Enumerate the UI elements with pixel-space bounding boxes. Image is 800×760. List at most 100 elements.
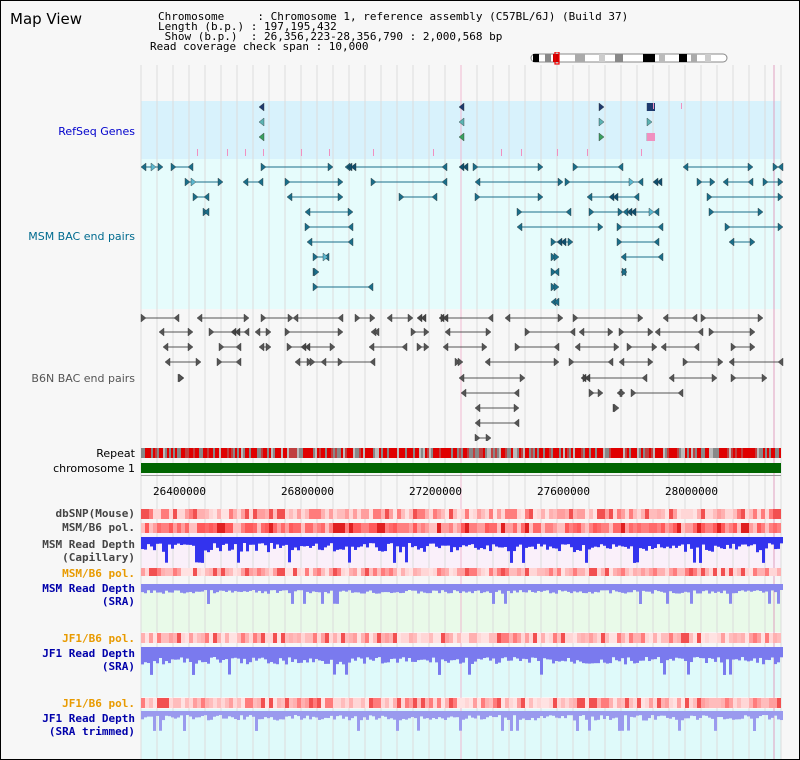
jf1-pol-cell xyxy=(393,698,397,708)
feature-arrow xyxy=(598,117,605,127)
repeat-segment xyxy=(337,448,339,458)
feature-arrow xyxy=(284,327,291,337)
jf1-sra-depth-bar xyxy=(693,647,696,658)
feature-arrow xyxy=(313,267,320,277)
jf1-pol-cell xyxy=(533,698,537,708)
jf1-pol-cell xyxy=(593,698,597,708)
jf1-pol-cell xyxy=(305,698,309,708)
jf1-sra-depth-bar xyxy=(678,647,681,659)
jf1-sra-depth-bar xyxy=(486,647,489,658)
jf1-pol-cell xyxy=(589,633,593,643)
jf1-trim-depth-bar xyxy=(390,711,393,719)
gene-tick xyxy=(245,149,246,156)
msm-pol-cell xyxy=(409,523,413,533)
repeat-segment xyxy=(617,448,619,458)
chromosome-bar[interactable] xyxy=(141,463,781,473)
msm-pol-cell xyxy=(333,568,337,576)
msm-pol-cell xyxy=(765,523,769,533)
feature-arrow xyxy=(458,373,465,383)
repeat-segment xyxy=(367,448,369,458)
jf1-pol-cell xyxy=(361,698,365,708)
repeat-segment xyxy=(249,448,251,458)
repeat-segment xyxy=(157,448,159,458)
msm-cap-depth-bar xyxy=(294,537,297,548)
msm-pol-cell xyxy=(737,568,741,576)
msm-cap-depth-bar xyxy=(759,537,762,551)
jf1-pol-cell xyxy=(757,698,761,708)
jf1-pol-cell xyxy=(245,633,249,643)
feature-arrow xyxy=(647,357,654,367)
msm-cap-depth-bar xyxy=(669,537,672,549)
msm-sra-depth-bar xyxy=(729,584,732,604)
jf1-sra-depth-bar xyxy=(318,647,321,661)
jf1-sra-depth-bar xyxy=(165,647,168,662)
jf1-trim-depth-bar xyxy=(300,711,303,720)
msm-sra-depth-bar xyxy=(450,584,453,594)
jf1-sra-depth-bar xyxy=(402,647,405,658)
jf1-pol-cell xyxy=(733,698,737,708)
dbsnp-cell xyxy=(277,509,281,519)
jf1-pol-cell xyxy=(425,633,429,643)
jf1-sra-depth-bar xyxy=(477,647,480,659)
repeat-segment xyxy=(147,448,149,458)
repeat-segment xyxy=(235,448,237,458)
feature-glyphs[interactable] xyxy=(1,1,799,441)
repeat-track[interactable] xyxy=(141,448,782,458)
chromosome-ideogram[interactable] xyxy=(529,52,731,66)
repeat-segment xyxy=(463,448,465,458)
msm-pol-cell xyxy=(449,523,453,533)
jf1-trim-depth-bar xyxy=(462,711,465,720)
jf1-trim-depth-bar xyxy=(396,711,399,731)
jf1-pol-cell xyxy=(677,633,681,643)
dbsnp-cell xyxy=(333,509,337,519)
dbsnp-cell xyxy=(449,509,453,519)
repeat-segment xyxy=(285,448,287,458)
jf1-sra-depth-bar xyxy=(438,647,441,675)
repeat-segment xyxy=(309,448,311,458)
msm-cap-depth-bar xyxy=(429,537,432,544)
repeat-segment xyxy=(555,448,557,458)
jf1-sra-depth-bar xyxy=(774,647,777,665)
jf1-trim-depth-bar xyxy=(273,711,276,720)
msm-sra-depth-bar xyxy=(699,584,702,594)
msm-sra-depth-bar xyxy=(564,584,567,591)
msm-pol-cell xyxy=(725,523,729,533)
jf1-trim-depth-bar xyxy=(243,711,246,720)
msm-sra-depth-bar xyxy=(249,584,252,591)
msm-sra-depth-bar xyxy=(633,584,636,591)
msm-sra-depth-bar xyxy=(720,584,723,594)
jf1-pol-cell xyxy=(201,698,205,708)
msm-pol-cell xyxy=(249,523,253,533)
msm-pol-cell xyxy=(145,568,149,576)
msm-sra-depth-bar xyxy=(780,584,783,591)
repeat-segment xyxy=(681,448,683,458)
feature-arrow xyxy=(598,132,605,142)
repeat-segment xyxy=(321,448,323,458)
msm-pol-cell xyxy=(417,523,421,533)
gene-tick xyxy=(501,149,502,156)
dbsnp-cell xyxy=(769,509,773,519)
jf1-sra-depth-bar xyxy=(576,647,579,661)
msm-sra-depth-bar xyxy=(282,584,285,591)
dbsnp-cell xyxy=(777,509,781,519)
msm-pol-cell xyxy=(545,523,549,533)
msm-cap-depth-bar xyxy=(546,537,549,550)
repeat-segment xyxy=(649,448,651,458)
repeat-segment xyxy=(637,448,639,458)
jf1-pol-cell xyxy=(753,633,757,643)
msm-pol-cell xyxy=(265,523,269,533)
jf1-trim-depth-bar xyxy=(444,711,447,720)
jf1-pol-cell xyxy=(621,698,625,708)
feature-arrow xyxy=(777,357,784,367)
msm-sra-depth-bar xyxy=(735,584,738,594)
jf1-pol-cell xyxy=(321,633,325,643)
jf1-pol-cell xyxy=(325,698,329,708)
dbsnp-cell xyxy=(205,509,209,519)
dbsnp-cell xyxy=(549,509,553,519)
jf1-pol-cell xyxy=(713,633,717,643)
jf1-trim-depth-bar xyxy=(492,711,495,718)
msm-sra-depth-bar xyxy=(210,584,213,591)
msm-pol-cell xyxy=(605,523,609,533)
repeat-segment xyxy=(743,448,745,458)
